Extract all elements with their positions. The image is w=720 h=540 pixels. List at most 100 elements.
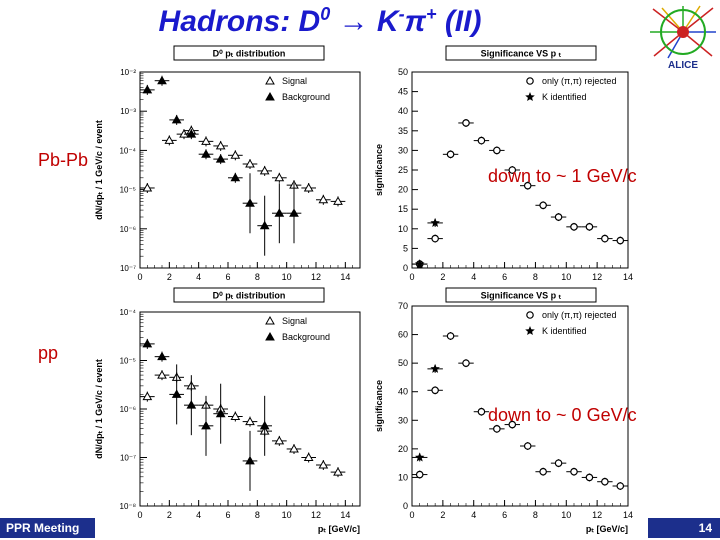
x-tick-label: 4 (196, 272, 201, 282)
x-tick-label: 12 (311, 272, 321, 282)
x-tick-label: 14 (340, 510, 350, 520)
chart-pbpb-significance: Significance VS p ₜ 0 2 4 6 8 10 12 14 0 5 10 15 20 25… (374, 45, 633, 282)
data-point (570, 223, 578, 231)
y-tick-label: 10 (398, 472, 408, 482)
legend-marker (525, 326, 535, 335)
legend: only (π,π) rejected K identified (525, 76, 616, 102)
legend-marker (526, 77, 534, 85)
y-tick-label: 10⁻² (120, 68, 136, 77)
data-point (142, 182, 153, 192)
data-point (245, 416, 255, 426)
note-pp: down to ~ 0 GeV/c (488, 405, 637, 425)
data-point (259, 420, 270, 430)
data-point (303, 182, 314, 192)
x-tick-label: 6 (502, 272, 507, 282)
x-axis-label: pₜ [GeV/c] (586, 524, 628, 534)
series-1 (412, 363, 443, 462)
y-axis-label: dN/dpₜ / 1 GeV/c / event (94, 359, 104, 459)
y-tick-label: 10⁻⁵ (120, 357, 136, 366)
y-tick-label: 40 (398, 387, 408, 397)
data-point (477, 407, 486, 416)
data-point (274, 172, 285, 182)
data-point (142, 391, 153, 401)
x-tick-label: 8 (255, 510, 260, 520)
y-axis-label: significance (374, 144, 384, 196)
legend-marker (526, 311, 534, 319)
logo-burst (650, 5, 716, 59)
y-tick-label: 20 (398, 444, 408, 454)
data-point (289, 443, 299, 453)
legend-marker (265, 75, 275, 85)
legend-label: K identified (542, 92, 587, 102)
data-point (462, 359, 470, 367)
legend-label: only (π,π) rejected (542, 76, 616, 86)
chart-title-box: D⁰ pₜ distribution (173, 45, 325, 61)
legend-marker (265, 331, 275, 341)
data-point (274, 208, 285, 217)
data-point (415, 470, 424, 479)
data-point (230, 172, 241, 182)
data-point (201, 420, 211, 430)
chart-title-box: D⁰ pₜ distribution (173, 287, 325, 303)
data-point (477, 136, 486, 145)
data-point (157, 75, 167, 85)
data-point (539, 467, 547, 476)
y-tick-label: 10⁻⁶ (120, 405, 136, 414)
series-1 (140, 75, 302, 256)
page-number: 14 (648, 518, 720, 538)
y-tick-label: 10⁻³ (120, 107, 136, 116)
title-sup-0: 0 (320, 4, 331, 24)
title-k: K (376, 5, 399, 38)
footer-meeting-label: PPR Meeting (0, 518, 95, 538)
x-tick-label: 2 (167, 510, 172, 520)
x-tick-label: 14 (340, 272, 350, 282)
x-tick-label: 14 (623, 510, 633, 520)
data-point (446, 332, 455, 340)
y-tick-label: 10⁻⁷ (120, 264, 136, 273)
y-tick-label: 70 (398, 301, 408, 311)
chart-title: D⁰ pₜ distribution (213, 291, 286, 301)
data-point (245, 198, 255, 207)
y-tick-label: 50 (398, 358, 408, 368)
title-arrow: → (338, 5, 369, 38)
data-point (462, 119, 470, 127)
chart-pp-pt-distribution: D⁰ pₜ distribution 0 2 4 6 8 10 12 14 10⁻⁴ 10⁻⁵ 10⁻… (94, 287, 361, 534)
title-sup-1: - (398, 4, 405, 24)
series-0 (140, 370, 346, 478)
chart-title: Significance VS p ₜ (481, 49, 562, 59)
data-point (171, 114, 182, 124)
label-pbpb: Pb-Pb (38, 150, 89, 170)
data-point (415, 259, 425, 269)
data-point (186, 400, 197, 409)
data-point (230, 150, 241, 159)
data-point (539, 201, 547, 210)
legend: Signal Background (265, 75, 330, 102)
x-tick-label: 10 (282, 510, 292, 520)
legend-marker (265, 91, 275, 101)
y-tick-label: 15 (398, 204, 408, 214)
x-tick-label: 4 (196, 510, 201, 520)
series-1 (140, 338, 272, 491)
chart-title-box: Significance VS p ₜ (445, 45, 597, 61)
data-point (157, 351, 167, 361)
alice-logo: ALICE (648, 4, 718, 70)
series-1 (412, 217, 443, 269)
x-tick-label: 12 (592, 510, 602, 520)
data-point (493, 425, 501, 433)
data-point (318, 460, 329, 469)
title-pi: π (404, 5, 426, 38)
y-tick-label: 10⁻⁷ (120, 454, 136, 463)
legend-label: Background (282, 92, 330, 102)
y-tick-label: 60 (398, 330, 408, 340)
title-tail: (II) (444, 5, 482, 38)
x-tick-label: 0 (409, 272, 414, 282)
data-point (201, 136, 211, 145)
note-pbpb: down to ~ 1 GeV/c (488, 166, 637, 186)
x-tick-label: 2 (440, 510, 445, 520)
y-tick-label: 40 (398, 106, 408, 116)
data-point (570, 467, 578, 476)
data-point (164, 135, 175, 144)
series-0 (412, 332, 628, 490)
data-point (318, 194, 329, 204)
slide-title: Hadrons: D0 → K-π+ (II) (0, 4, 640, 39)
